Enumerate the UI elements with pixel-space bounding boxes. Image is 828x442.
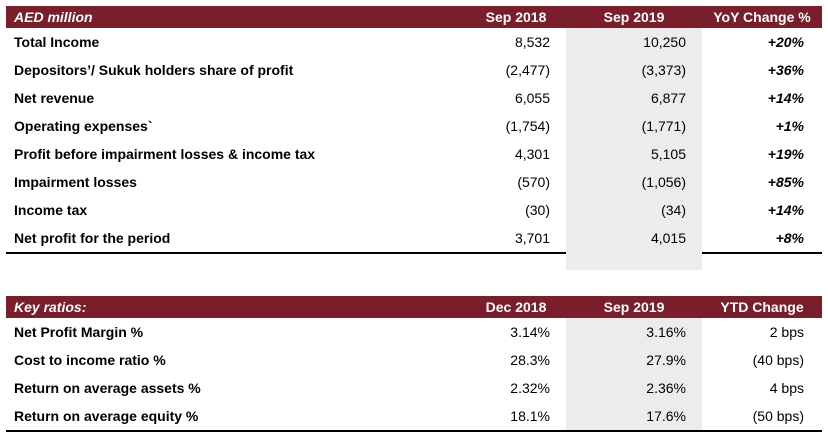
table-row: Depositors’/ Sukuk holders share of prof… [6, 56, 822, 84]
row-label: Return on average equity % [14, 408, 199, 424]
table-row: Profit before impairment losses & income… [6, 140, 822, 168]
row-value-1: 3,701 [514, 230, 550, 246]
sep2019-column-shade [566, 28, 702, 270]
table-row: Net profit for the period 3,701 4,015 +8% [6, 224, 822, 252]
row-value-2: (1,771) [641, 118, 686, 134]
income-table: AED million Sep 2018 Sep 2019 YoY Change… [6, 6, 822, 270]
header-dec2018: Dec 2018 [485, 299, 547, 315]
row-value-2: (34) [661, 202, 686, 218]
row-value-1: 4,301 [514, 146, 550, 162]
ratios-table-bottom-border [6, 430, 822, 432]
row-value-1: 6,055 [514, 90, 550, 106]
row-value-2: 10,250 [643, 34, 686, 50]
row-change: +14% [767, 202, 804, 218]
income-table-header: AED million Sep 2018 Sep 2019 YoY Change… [6, 6, 822, 28]
row-value-1: (2,477) [505, 62, 550, 78]
table-row: Impairment losses (570) (1,056) +85% [6, 168, 822, 196]
row-value-1: 18.1% [510, 408, 550, 424]
row-value-1: 8,532 [514, 34, 550, 50]
table-row: Net revenue 6,055 6,877 +14% [6, 84, 822, 112]
header-sep2018: Sep 2018 [485, 9, 547, 25]
row-value-1: (30) [525, 202, 550, 218]
ratio-rows: Net Profit Margin % 3.14% 3.16% 2 bps Cost t… [6, 318, 822, 430]
ratios-table: Key ratios: Dec 2018 Sep 2019 YTD Change… [6, 296, 822, 432]
row-value-1: 2.32% [510, 380, 550, 396]
header-label: Key ratios: [14, 299, 87, 315]
row-label: Net Profit Margin % [14, 324, 144, 340]
row-change: +14% [767, 90, 804, 106]
header-yoy-change: YoY Change % [713, 9, 811, 25]
row-change: +19% [767, 146, 804, 162]
row-label: Income tax [14, 202, 88, 218]
table-row: Operating expenses` (1,754) (1,771) +1% [6, 112, 822, 140]
row-value-2: 6,877 [650, 90, 686, 106]
row-change: +8% [775, 230, 804, 246]
row-change: (50 bps) [752, 408, 804, 424]
row-label: Depositors’/ Sukuk holders share of prof… [14, 62, 294, 78]
row-change: (40 bps) [752, 352, 804, 368]
row-value-2: (1,056) [641, 174, 686, 190]
income-rows: Total Income 8,532 10,250 +20% Depositors’/ … [6, 28, 822, 252]
header-label: AED million [14, 9, 93, 25]
row-value-1: (570) [517, 174, 550, 190]
table-row: Income tax (30) (34) +14% [6, 196, 822, 224]
row-change: +36% [767, 62, 804, 78]
table-row: Return on average assets % 2.32% 2.36% 4 bp… [6, 374, 822, 402]
row-value-2: 17.6% [646, 408, 686, 424]
row-value-1: 28.3% [510, 352, 550, 368]
table-row: Cost to income ratio % 28.3% 27.9% (40 bps) [6, 346, 822, 374]
row-label: Net profit for the period [14, 230, 171, 246]
row-label: Cost to income ratio % [14, 352, 166, 368]
table-row: Return on average equity % 18.1% 17.6% (50 … [6, 402, 822, 430]
row-value-1: (1,754) [505, 118, 550, 134]
row-value-2: 27.9% [646, 352, 686, 368]
row-value-2: 2.36% [646, 380, 686, 396]
row-change: 2 bps [769, 324, 804, 340]
row-change: +20% [767, 34, 804, 50]
row-label: Total Income [14, 34, 100, 50]
ratios-table-header: Key ratios: Dec 2018 Sep 2019 YTD Change [6, 296, 822, 318]
row-change: +85% [767, 174, 804, 190]
row-change: 4 bps [769, 380, 804, 396]
row-label: Profit before impairment losses & income… [14, 146, 316, 162]
row-value-2: 3.16% [646, 324, 686, 340]
row-value-1: 3.14% [510, 324, 550, 340]
header-sep2019: Sep 2019 [603, 9, 665, 25]
header-sep2019: Sep 2019 [603, 299, 665, 315]
row-value-2: 4,015 [650, 230, 686, 246]
row-value-2: 5,105 [650, 146, 686, 162]
row-label: Operating expenses` [14, 118, 153, 134]
sep2019-column-shade [566, 318, 702, 430]
income-table-bottom-border [6, 252, 822, 254]
row-change: +1% [775, 118, 804, 134]
header-ytd-change: YTD Change [720, 299, 804, 315]
row-label: Impairment losses [14, 174, 137, 190]
row-value-2: (3,373) [641, 62, 686, 78]
table-row: Total Income 8,532 10,250 +20% [6, 28, 822, 56]
table-row: Net Profit Margin % 3.14% 3.16% 2 bps [6, 318, 822, 346]
row-label: Return on average assets % [14, 380, 201, 396]
row-label: Net revenue [14, 90, 95, 106]
